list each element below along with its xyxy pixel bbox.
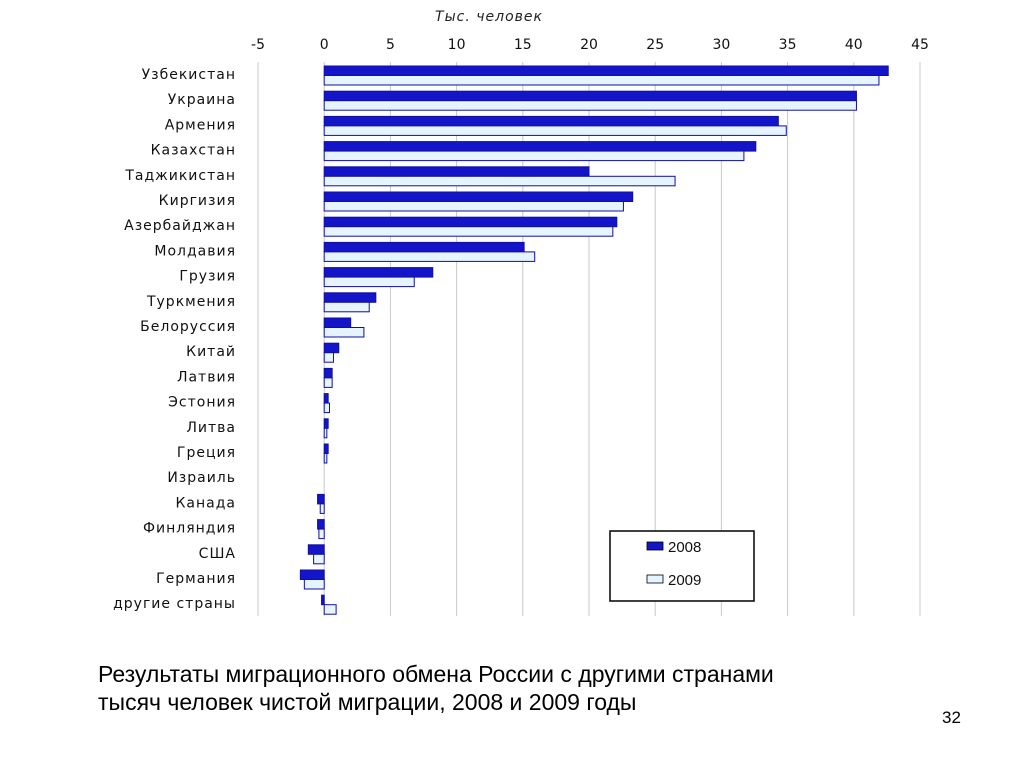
category-label: Грузия [179,269,236,285]
bar-2009 [323,251,536,262]
legend-label-2009: 2009 [668,572,701,589]
bar-2008 [323,166,590,177]
x-tick-label: 40 [845,37,863,53]
legend-swatch-2009 [646,574,664,584]
category-label: Казахстан [151,143,236,159]
page-number: 32 [942,708,961,727]
bar-2009 [313,553,325,565]
bar-2009 [323,402,330,414]
bar-2009 [318,528,325,540]
x-tick-label: 20 [580,37,598,53]
x-tick-label: 15 [514,37,532,53]
bar-2008 [307,544,325,555]
bar-2009 [323,75,880,86]
bar-2009 [319,503,325,514]
bar-2009 [323,301,370,313]
x-tick-label: 0 [320,37,329,53]
bar-2008 [323,191,634,202]
category-label: Эстония [168,395,236,411]
bar-2009 [303,579,325,590]
category-label: Китай [186,344,236,360]
category-label: США [199,546,236,562]
category-labels: Узбекистан Украина Армения Казахстан Таджики… [113,67,236,612]
bar-2008 [323,267,434,278]
bar-2008 [317,519,325,530]
category-label: Киргизия [159,193,236,209]
bar-2008 [299,569,325,580]
bar-2008 [323,443,329,454]
bar-2008 [323,90,857,102]
x-tick-label: 45 [911,37,929,53]
category-label: Украина [168,92,236,108]
category-label: Канада [175,495,236,511]
x-tick-label: -5 [251,37,265,53]
bar-2009 [323,453,328,464]
bar-2008 [323,367,333,379]
bar-2008 [323,342,340,354]
bar-2009 [323,100,857,111]
bar-2009 [323,327,365,338]
x-tick-label: 35 [779,37,797,53]
caption-line-1: Результаты миграционного обмена России с… [98,661,774,687]
bar-2009 [323,427,328,439]
bar-2009 [323,125,787,136]
category-label: Литва [186,420,236,436]
bar-2009 [323,150,745,162]
category-label: Туркмения [146,294,236,310]
legend-label-2008: 2008 [668,539,701,556]
bar-2008 [323,418,329,429]
bar-2009 [323,377,333,388]
bar-chart: -5 0 5 10 15 20 25 30 35 40 45 Тыс. человек Узбеки… [113,9,929,616]
category-label: Узбекистан [142,67,236,83]
category-label: Азербайджан [124,218,236,234]
legend: 2008 2009 [609,530,755,602]
category-label: Армения [165,117,236,133]
bar-2009 [323,352,334,363]
x-axis-ticks: -5 0 5 10 15 20 25 30 35 40 45 [251,37,929,53]
x-tick-label: 5 [386,37,395,53]
axis-title: Тыс. человек [435,9,543,25]
category-label: Финляндия [143,521,236,537]
bar-2008 [323,216,618,228]
bar-2008 [323,292,377,303]
category-label: другие страны [113,596,236,612]
bar-2009 [323,604,337,615]
category-label: Белоруссия [140,319,236,335]
category-label: Таджикистан [124,168,236,184]
x-tick-label: 10 [448,37,466,53]
bar-2008 [323,115,779,127]
bar-2008 [323,241,525,253]
category-label: Латвия [177,369,236,385]
bar-2008 [317,493,325,505]
chart-caption: Результаты миграционного обмена России с… [98,660,978,716]
bar-2008 [323,393,329,404]
bar-2008 [323,141,757,152]
bar-2008 [323,65,889,76]
category-label: Греция [177,445,236,461]
bar-2009 [323,276,415,288]
category-label: Германия [156,571,236,587]
legend-box [609,530,755,602]
category-label: Молдавия [154,243,236,259]
x-tick-label: 30 [712,37,730,53]
bar-2009 [323,226,614,237]
bar-2008 [323,317,352,328]
category-label: Израиль [167,470,236,486]
bar-2008 [321,594,325,606]
caption-line-2: тысяч человек чистой миграции, 2008 и 20… [98,689,637,715]
legend-swatch-2008 [646,541,664,551]
bar-2009 [323,201,624,212]
bars [299,65,889,615]
bar-2009 [323,175,676,187]
x-tick-label: 25 [646,37,664,53]
